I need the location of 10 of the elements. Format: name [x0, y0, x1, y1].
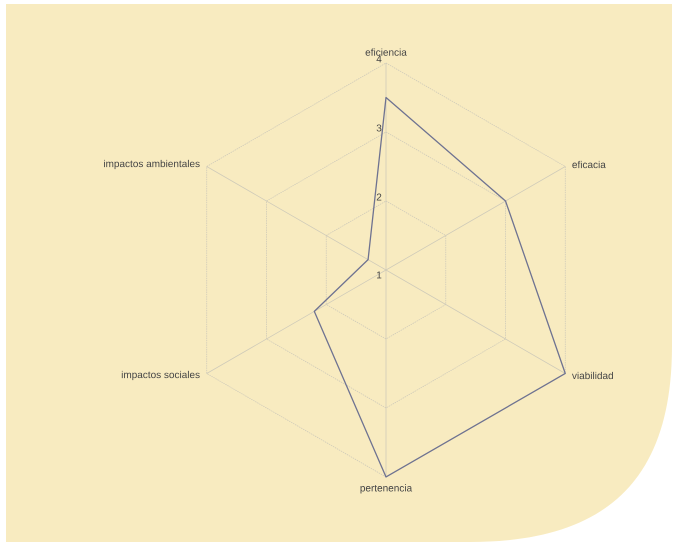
y-tick-label: 3 [376, 124, 382, 132]
spoke-label: impactos ambientales [104, 160, 200, 170]
y-tick-label: 4 [376, 56, 382, 62]
spoke-label: viabilidad [572, 372, 613, 380]
spoke-label: pertenencia [360, 484, 412, 494]
y-tick-label: 1 [377, 272, 382, 278]
spoke-label: eficiencia [366, 48, 407, 56]
y-tick-label: 2 [376, 194, 382, 200]
spoke-label: eficacia [572, 160, 606, 168]
spoke-label: impactos sociales [122, 370, 200, 380]
